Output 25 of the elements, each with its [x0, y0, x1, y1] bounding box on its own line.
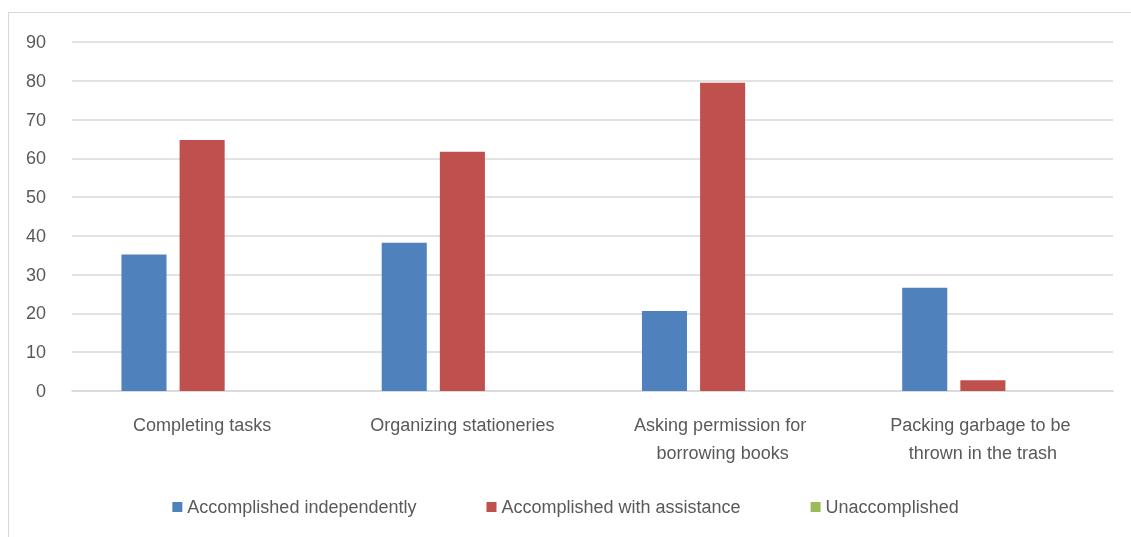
bar	[121, 254, 167, 391]
y-tick-label: 30	[25, 264, 46, 285]
y-tick-label: 50	[25, 187, 46, 208]
y-tick-label: 10	[25, 342, 46, 363]
bar	[700, 82, 746, 391]
y-tick-label: 70	[25, 109, 46, 130]
x-tick-label: Packing garbage to be thrown in the trash	[890, 415, 1076, 463]
x-tick-label: Organizing stationeries	[370, 415, 555, 435]
y-tick-label: 20	[25, 303, 46, 324]
bar	[902, 287, 948, 391]
bar	[381, 242, 427, 391]
bar	[439, 151, 485, 391]
y-tick-label: 90	[25, 32, 46, 52]
y-tick-label: 0	[35, 381, 46, 401]
y-tick-label: 40	[25, 225, 46, 246]
x-tick-label: Asking permission for borrowing books	[634, 415, 812, 463]
bar	[960, 380, 1006, 391]
y-tick-label: 80	[25, 70, 46, 91]
x-tick-label: Completing tasks	[133, 415, 272, 435]
bar	[641, 311, 688, 391]
legend-label: Unaccomplished	[825, 497, 959, 517]
bar	[179, 140, 225, 391]
y-tick-label: 60	[25, 148, 46, 169]
legend-label: Accomplished independently	[187, 497, 417, 517]
legend-label: Accomplished with assistance	[501, 497, 741, 517]
